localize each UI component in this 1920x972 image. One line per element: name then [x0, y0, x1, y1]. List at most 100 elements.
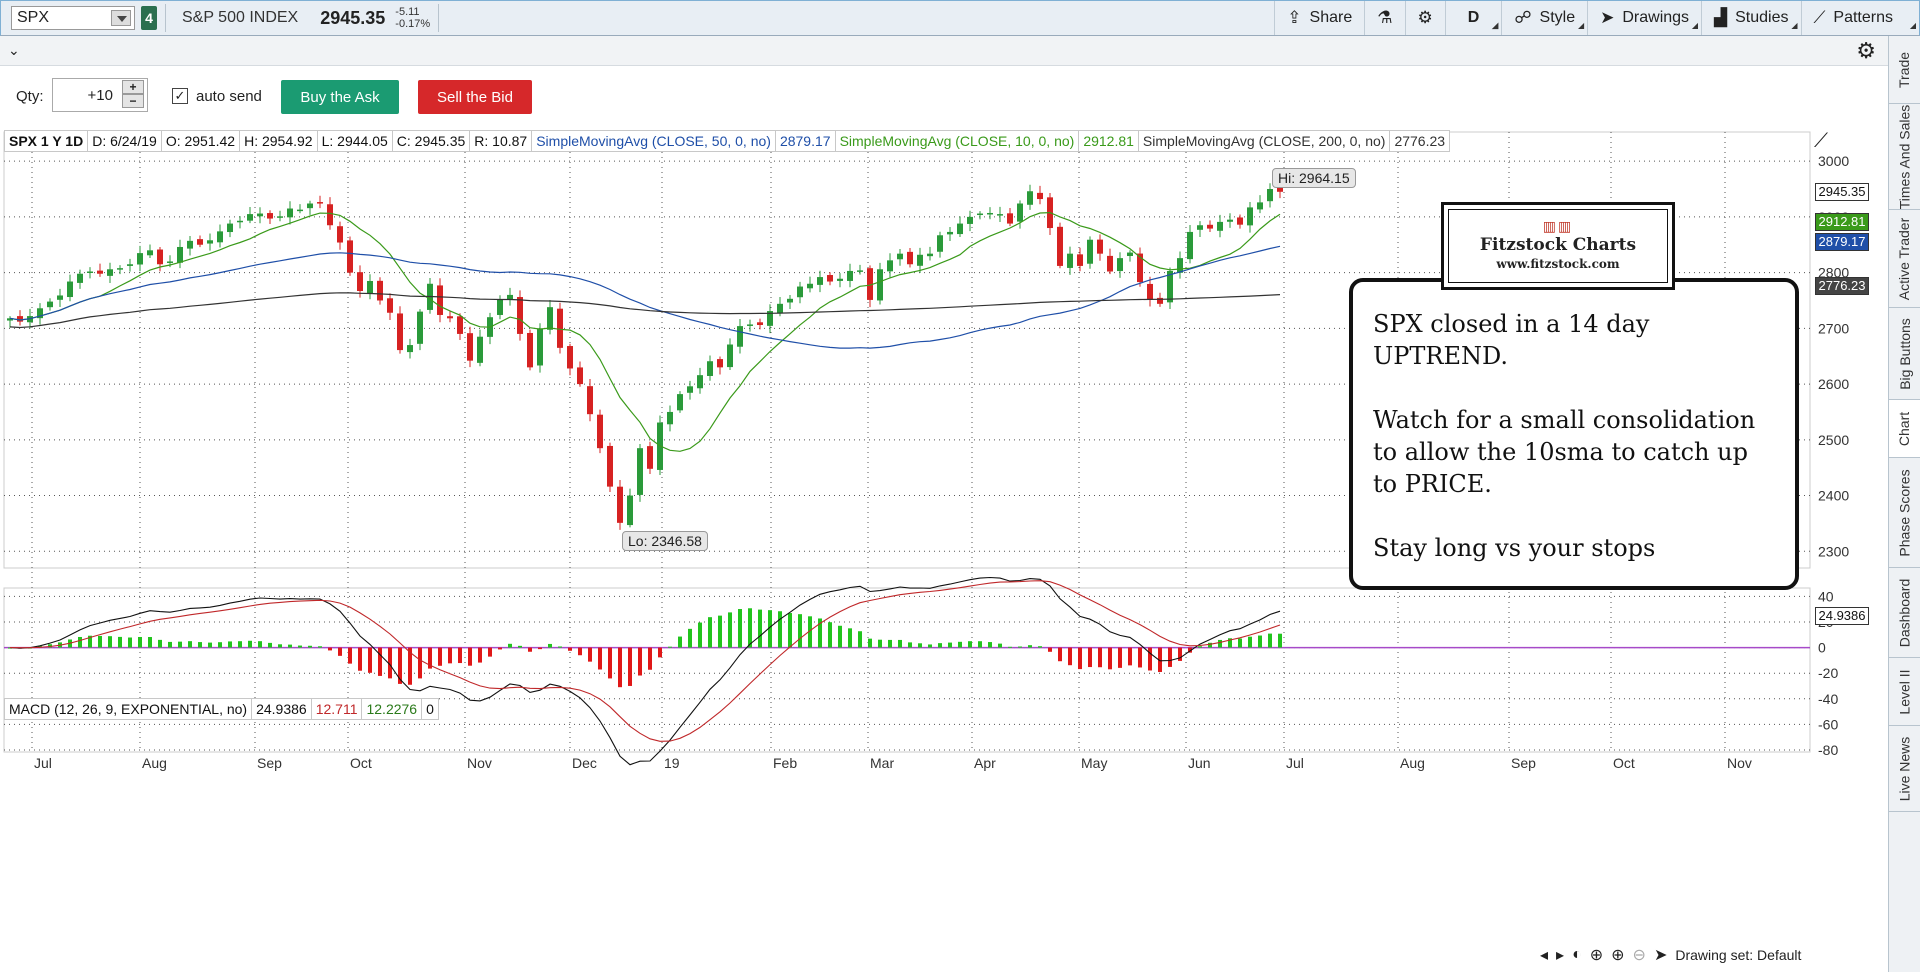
candle-body	[207, 240, 213, 244]
share-label: Share	[1309, 9, 1353, 26]
qty-input[interactable]: +10	[52, 78, 148, 112]
link-group-badge[interactable]: 4	[141, 6, 157, 30]
sell-bid-button[interactable]: Sell the Bid	[418, 80, 532, 114]
sidebar-tab-dashboard[interactable]: Dashboard	[1889, 568, 1920, 658]
patterns-button[interactable]: ⟋ Patterns ◢	[1800, 1, 1920, 35]
candle-body	[187, 240, 193, 249]
drawing-set-label[interactable]: Drawing set: Default	[1675, 947, 1802, 963]
macd-histogram-bar	[1278, 633, 1282, 648]
cursor-icon: ➤	[1600, 8, 1615, 27]
price-study-legend: SPX 1 Y 1D D: 6/24/19 O: 2951.42 H: 2954.92…	[4, 130, 1451, 152]
macd-histogram-bar	[678, 636, 682, 648]
macd-histogram-bar	[548, 643, 552, 648]
macd-legend-item-0: MACD (12, 26, 9, EXPONENTIAL, no)	[4, 698, 252, 720]
pointer-icon[interactable]: ➤	[1653, 947, 1668, 964]
candle-body	[1167, 270, 1173, 303]
sma200-line	[9, 292, 1281, 329]
macd-histogram-bar	[898, 639, 902, 648]
sidebar-tab-trade[interactable]: Trade	[1889, 36, 1920, 104]
flask-button[interactable]: ⚗	[1364, 1, 1404, 35]
time-tick-label: Aug	[1400, 755, 1425, 771]
macd-histogram-bar	[128, 637, 132, 648]
sidebar-tab-live-news[interactable]: Live News	[1889, 726, 1920, 812]
zoom-in-icon[interactable]: ⊕	[1611, 947, 1625, 964]
pan-icon[interactable]: ◐	[1572, 946, 1582, 963]
zoom-out-icon[interactable]: ⊖	[1632, 947, 1646, 964]
macd-histogram-bar	[1138, 647, 1142, 668]
settings-button[interactable]: ⚙	[1404, 1, 1445, 35]
candle-body	[717, 359, 723, 368]
drawings-button[interactable]: ➤ Drawings ◢	[1587, 1, 1701, 35]
macd-histogram-bar	[1198, 646, 1202, 648]
candle-body	[697, 375, 703, 389]
studies-button[interactable]: ▟ Studies ◢	[1701, 1, 1800, 35]
sidebar-tab-label: Big Buttons	[1896, 317, 1913, 390]
macd-histogram-bar	[918, 643, 922, 648]
macd-histogram-bar	[48, 644, 52, 648]
style-button[interactable]: ☍ Style ◢	[1501, 1, 1587, 35]
chart-settings-gear-icon[interactable]: ⚙	[1856, 38, 1876, 63]
share-icon: ⇪	[1287, 8, 1302, 27]
crosshair-icon[interactable]: ⊕	[1589, 947, 1604, 964]
share-button[interactable]: ⇪ Share	[1274, 1, 1364, 35]
scroll-right-icon[interactable]: ▸	[1556, 947, 1565, 964]
price-change: -5.11 -0.17%	[395, 6, 430, 30]
macd-histogram-bar	[1108, 647, 1112, 670]
candle-body	[127, 264, 133, 266]
macd-histogram-bar	[1268, 633, 1272, 648]
period-label: D	[1467, 9, 1480, 26]
symbol-dropdown-icon[interactable]	[111, 10, 131, 26]
qty-decrement-button[interactable]: −	[122, 94, 144, 108]
sidebar-tab-times-and-sales[interactable]: Times And Sales	[1889, 104, 1920, 210]
price-change-pct: -0.17%	[395, 18, 431, 30]
candle-body	[217, 231, 223, 243]
macd-histogram-bar	[468, 647, 472, 666]
sidebar-tab-chart[interactable]: Chart	[1889, 400, 1920, 458]
auto-send-checkbox[interactable]: ✓	[172, 88, 188, 104]
gear-icon: ⚙	[1417, 8, 1433, 27]
macd-histogram-bar	[498, 647, 502, 650]
sidebar-tab-label: Active Trader	[1896, 217, 1913, 300]
candle-body	[257, 213, 263, 217]
candle-body	[547, 307, 553, 330]
sidebar-tab-level-ii[interactable]: Level II	[1889, 658, 1920, 726]
candle-body	[907, 251, 913, 265]
candle-body	[1177, 258, 1183, 273]
macd-histogram-bar	[98, 635, 102, 648]
candle-body	[757, 322, 763, 326]
candle-body	[497, 299, 503, 315]
candle-body	[1257, 202, 1263, 210]
period-button[interactable]: D ◢	[1444, 1, 1502, 35]
sidebar-tab-phase-scores[interactable]: Phase Scores	[1889, 458, 1920, 568]
macd-tick-label: 0	[1818, 640, 1826, 656]
macd-histogram-bar	[178, 641, 182, 648]
macd-histogram-bar	[528, 647, 532, 652]
candle-body	[117, 268, 123, 270]
candle-body	[1067, 253, 1073, 268]
candle-body	[1147, 283, 1153, 300]
macd-histogram-bar	[388, 647, 392, 679]
chevron-down-icon[interactable]: ⌄	[8, 42, 20, 58]
time-tick-label: Oct	[1613, 755, 1635, 771]
scroll-left-icon[interactable]: ◂	[1540, 947, 1549, 964]
symbol-selector[interactable]: SPX	[11, 6, 135, 30]
trendline-icon[interactable]: ⟋	[1814, 130, 1828, 152]
sidebar-tab-active-trader[interactable]: Active Trader	[1889, 210, 1920, 308]
macd-tick-label: -20	[1818, 665, 1838, 681]
candle-body	[597, 414, 603, 449]
buy-ask-button[interactable]: Buy the Ask	[281, 80, 399, 114]
macd-histogram-bar	[1008, 646, 1012, 648]
macd-histogram-bar	[508, 643, 512, 648]
logo-url: www.fitzstock.com	[1496, 257, 1620, 271]
corner-arrow-icon: ◢	[1577, 21, 1585, 30]
macd-histogram-bar	[708, 617, 712, 648]
candle-body	[617, 486, 623, 523]
qty-stepper[interactable]: + −	[122, 80, 146, 110]
qty-increment-button[interactable]: +	[122, 80, 144, 94]
candle-body	[17, 316, 23, 322]
style-icon: ☍	[1514, 8, 1532, 27]
sidebar-tab-label: Chart	[1896, 411, 1913, 446]
price-legend-item-8: 2879.17	[774, 130, 835, 152]
sidebar-tab-big-buttons[interactable]: Big Buttons	[1889, 308, 1920, 400]
macd-histogram-bar	[748, 608, 752, 648]
